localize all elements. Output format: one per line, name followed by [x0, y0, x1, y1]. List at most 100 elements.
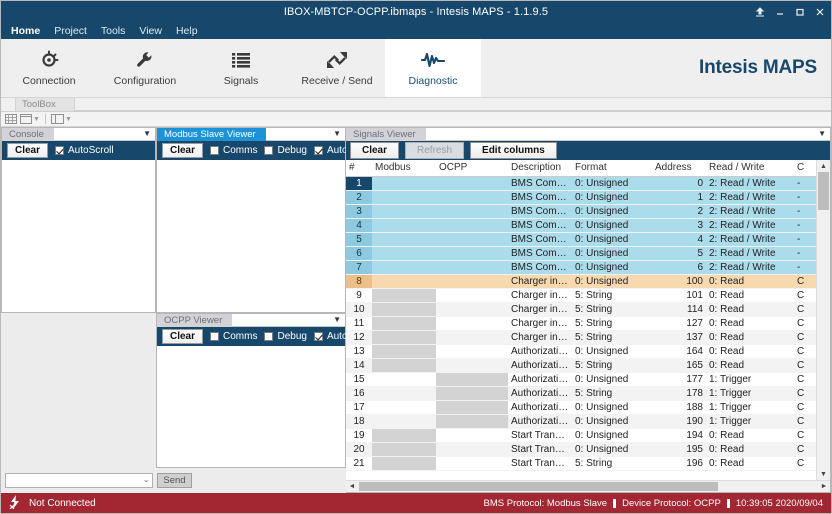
table-row[interactable]: 12 Charger information - Charge Point Mod… [346, 330, 816, 345]
cell-index: 11 [346, 316, 372, 331]
modbus-comms-checkbox[interactable]: Comms [210, 145, 257, 156]
menu-item-home[interactable]: Home [11, 25, 41, 37]
cell-format: 5: String [572, 456, 652, 471]
vertical-scroll-thumb[interactable] [818, 172, 829, 210]
column-header-description[interactable]: Description [508, 160, 572, 177]
column-header-c[interactable]: C [794, 160, 816, 177]
transfer-icon [326, 49, 348, 71]
console-output[interactable] [2, 160, 155, 312]
horizontal-scroll-thumb[interactable] [359, 482, 718, 491]
ocpp-viewer-tab[interactable]: OCPP Viewer [157, 314, 233, 327]
cell-c: C [794, 428, 816, 443]
column-header-address[interactable]: Address [652, 160, 706, 177]
cell-index: 10 [346, 302, 372, 317]
ocpp-comms-checkbox[interactable]: Comms [210, 331, 257, 342]
signals-edit-columns-button[interactable]: Edit columns [470, 142, 557, 159]
console-command-input[interactable]: ⌄ [5, 473, 154, 488]
column-header-read-write[interactable]: Read / Write [706, 160, 794, 177]
signals-vertical-scrollbar[interactable]: ▲ ▼ [816, 160, 830, 480]
modbus-debug-checkbox[interactable]: Debug [264, 145, 307, 156]
table-row[interactable]: 17 Authorization Registers - Expiration D… [346, 400, 816, 415]
cell-format: 0: Unsigned [572, 232, 652, 247]
table-row[interactable]: 18 Authorization Registers - Authorizatio… [346, 414, 816, 429]
table-row[interactable]: 16 Authorization Registers - Parent Id Ta… [346, 386, 816, 401]
table-row[interactable]: 7 BMS Communication & Time sync - YEAR0: … [346, 260, 816, 275]
menu-item-help[interactable]: Help [175, 25, 198, 37]
table-row[interactable]: 3 BMS Communication & Time sync - MINUTE0… [346, 204, 816, 219]
cell-address: 178 [652, 386, 706, 401]
console-send-button[interactable]: Send [157, 473, 192, 488]
console-tab[interactable]: Console [2, 128, 54, 141]
cell-address: 137 [652, 330, 706, 345]
ribbon-tab-signals[interactable]: Signals [193, 39, 289, 97]
cell-c: C [794, 316, 816, 331]
table-row[interactable]: 20 Start Transaction Registers - Connecto… [346, 442, 816, 457]
ribbon-tab-connection[interactable]: Connection [1, 39, 97, 97]
vertical-scroll-track[interactable] [817, 172, 830, 468]
menu-item-project[interactable]: Project [54, 25, 87, 37]
maximize-button[interactable] [794, 7, 805, 18]
ribbon-tab-configuration[interactable]: Configuration [97, 39, 193, 97]
modbus-viewer-tab[interactable]: Modbus Slave Viewer [157, 128, 266, 141]
table-row[interactable]: 14 Authorization Registers - Id Tag Autho… [346, 358, 816, 373]
upload-icon[interactable] [754, 7, 765, 18]
chevron-down-icon[interactable]: ▼ [143, 129, 151, 138]
chevron-down-icon[interactable]: ▼ [333, 315, 341, 324]
menu-item-tools[interactable]: Tools [100, 25, 126, 37]
console-clear-button[interactable]: Clear [7, 143, 49, 158]
ribbon-tab-label: Diagnostic [408, 75, 458, 87]
window-icon[interactable]: ▼ [20, 114, 40, 124]
menu-item-view[interactable]: View [139, 25, 162, 37]
chevron-down-icon[interactable]: ⌄ [142, 475, 150, 484]
grid-icon[interactable] [5, 114, 17, 124]
minimize-button[interactable] [774, 7, 785, 18]
table-row[interactable]: 5 BMS Communication & Time sync - DAY0: U… [346, 232, 816, 247]
column-header-index[interactable]: # [346, 160, 372, 177]
toolbox-tab[interactable]: ToolBox [15, 97, 75, 111]
chevron-down-icon[interactable]: ▼ [818, 129, 826, 138]
scroll-left-icon[interactable]: ◄ [348, 483, 356, 490]
scroll-up-icon[interactable]: ▲ [817, 160, 830, 172]
ribbon-tab-receive-send[interactable]: Receive / Send [289, 39, 385, 97]
connection-icon [39, 49, 59, 71]
panel-icon[interactable]: ▼ [50, 114, 72, 124]
chevron-down-icon[interactable]: ▼ [64, 115, 72, 123]
chevron-down-icon[interactable]: ▼ [333, 129, 341, 138]
ocpp-clear-button[interactable]: Clear [162, 329, 204, 344]
ocpp-output[interactable] [157, 346, 345, 467]
table-row[interactable]: 1 BMS Communication & Time sync - Heartb.… [346, 176, 816, 191]
cell-address: 6 [652, 260, 706, 275]
table-row[interactable]: 15 Authorization Registers - Authorizatio… [346, 372, 816, 387]
table-row[interactable]: 4 BMS Communication & Time sync - HOUR0: … [346, 218, 816, 233]
table-row[interactable]: 10 Charger information - Charge Point Ser… [346, 302, 816, 317]
table-row[interactable]: 11 Charger information - Charge Point Ven… [346, 316, 816, 331]
scroll-down-icon[interactable]: ▼ [817, 468, 830, 480]
ribbon-tab-diagnostic[interactable]: Diagnostic [385, 39, 481, 97]
modbus-clear-button[interactable]: Clear [162, 143, 204, 158]
console-autoscroll-checkbox[interactable]: AutoScroll [55, 145, 114, 156]
signals-refresh-button[interactable]: Refresh [405, 142, 465, 159]
signals-clear-button[interactable]: Clear [350, 142, 400, 159]
signals-header-row: # Modbus OCPP Description Format Address… [346, 160, 816, 177]
cell-description: Authorization Registers - Id Tag Authori… [508, 358, 572, 373]
column-header-format[interactable]: Format [572, 160, 652, 177]
table-row[interactable]: 2 BMS Communication & Time sync - SECOND0… [346, 190, 816, 205]
table-row[interactable]: 13 Authorization Registers - Authorizatio… [346, 344, 816, 359]
signals-viewer-tab[interactable]: Signals Viewer [346, 128, 426, 141]
column-header-ocpp[interactable]: OCPP [436, 160, 508, 177]
chevron-down-icon[interactable]: ▼ [33, 115, 40, 123]
scroll-right-icon[interactable]: ► [820, 483, 828, 490]
horizontal-scroll-track[interactable] [358, 481, 818, 492]
table-row[interactable]: 9 Charger information - Charge Box Serial… [346, 288, 816, 303]
column-header-modbus[interactable]: Modbus [372, 160, 436, 177]
table-row[interactable]: 6 BMS Communication & Time sync - MONTH0:… [346, 246, 816, 261]
ocpp-debug-checkbox[interactable]: Debug [264, 331, 307, 342]
modbus-output[interactable] [157, 160, 345, 312]
table-row[interactable]: 19 Start Transaction Registers - Start Tr… [346, 428, 816, 443]
checkbox-label: Debug [277, 145, 307, 156]
table-row[interactable]: 21 Start Transaction Registers - Id Tag5:… [346, 456, 816, 471]
table-row[interactable]: 8 Charger information - Charger Communica… [346, 274, 816, 289]
signals-horizontal-scrollbar[interactable]: ◄ ► [346, 480, 830, 492]
modbus-toolbar: Clear Comms Debug AutoScroll [157, 141, 373, 160]
close-button[interactable] [814, 7, 825, 18]
